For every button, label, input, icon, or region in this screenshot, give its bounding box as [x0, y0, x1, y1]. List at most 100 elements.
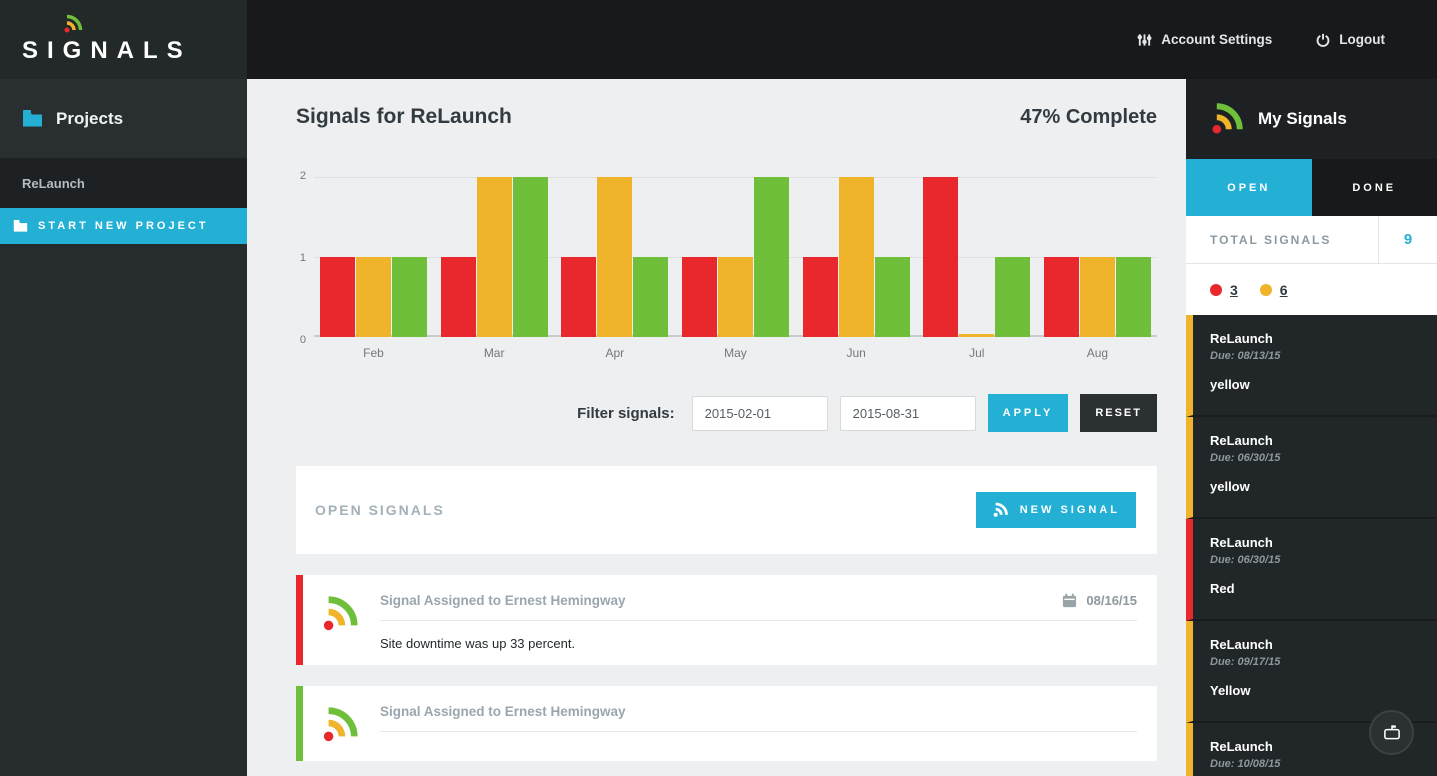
bar-red-May [681, 257, 717, 337]
signal-body [380, 732, 1137, 747]
item-status: yellow [1210, 479, 1250, 494]
red-count-link[interactable]: 3 [1230, 281, 1238, 298]
chart-bar-group-Jun [802, 177, 910, 337]
top-bar: SIGNALS Account Settings Logout [0, 0, 1437, 79]
bar-green-Mar [512, 177, 548, 337]
calendar-icon [1063, 593, 1077, 608]
page-title: Signals for ReLaunch [296, 105, 512, 128]
signal-title: Signal Assigned to Ernest Hemingway [380, 593, 626, 608]
bar-yellow-May [717, 257, 753, 337]
x-tick-Apr: Apr [605, 346, 625, 360]
projects-label: Projects [56, 108, 124, 128]
list-item[interactable]: ReLaunch Due: 09/17/15 Yellow [1186, 621, 1437, 723]
total-signals-row: TOTAL SIGNALS 9 [1186, 216, 1437, 264]
item-due: Due: 10/08/15 [1210, 758, 1281, 770]
chart-bar-group-Aug [1043, 257, 1151, 337]
sliders-icon [1137, 33, 1152, 46]
open-signals-header: OPEN SIGNALS [315, 502, 445, 518]
y-tick-1: 1 [299, 252, 306, 264]
start-new-project-button[interactable]: START NEW PROJECT [0, 208, 247, 244]
item-due: Due: 08/13/15 [1210, 350, 1281, 362]
x-tick-May: May [724, 346, 747, 360]
filter-row: Filter signals: APPLY RESET [296, 394, 1157, 432]
chart-bar-group-Feb [320, 257, 427, 337]
folder-plus-icon [13, 220, 28, 232]
signal-body: Site downtime was up 33 percent. [380, 636, 576, 651]
chart-bar-group-May [681, 177, 789, 337]
yellow-count-link[interactable]: 6 [1279, 281, 1288, 298]
open-signals-panel: OPEN SIGNALS NEW SIGNAL [296, 466, 1157, 554]
item-status: Red [1210, 581, 1235, 596]
apply-button[interactable]: APPLY [987, 394, 1069, 432]
date-to-input[interactable] [839, 395, 976, 431]
app-logo: SIGNALS [0, 0, 247, 79]
bar-red-Jun [802, 257, 838, 337]
new-signal-button[interactable]: NEW SIGNAL [975, 492, 1136, 528]
total-signals-count: 9 [1378, 216, 1437, 263]
bar-red-Mar [440, 257, 476, 337]
account-settings-label: Account Settings [1161, 32, 1273, 47]
chart-bars [314, 177, 1157, 337]
bar-yellow-Feb [356, 257, 391, 337]
left-sidebar: Projects ReLaunch START NEW PROJECT [0, 79, 247, 776]
item-due: Due: 06/30/15 [1210, 452, 1281, 464]
bar-green-Jun [874, 257, 910, 337]
date-from-input[interactable] [691, 395, 828, 431]
yellow-status-dot [1259, 283, 1272, 296]
bar-red-Apr [561, 257, 597, 337]
chart-bar-group-Mar [440, 177, 548, 337]
sidebar-item-projects[interactable]: Projects [0, 79, 247, 158]
bar-red-Feb [320, 257, 355, 337]
signal-icon [993, 502, 1008, 517]
tab-open[interactable]: OPEN [1186, 159, 1312, 216]
logout-link[interactable]: Logout [1316, 32, 1385, 47]
folder-icon [23, 110, 42, 127]
item-project: ReLaunch [1210, 433, 1273, 448]
list-item[interactable]: ReLaunch Due: 08/13/15 yellow [1186, 315, 1437, 417]
main-content: Signals for ReLaunch 47% Complete 2 1 0 Fe… [247, 79, 1186, 776]
logout-label: Logout [1339, 32, 1385, 47]
item-status: Yellow [1210, 683, 1251, 698]
bar-green-May [753, 177, 789, 337]
x-tick-Feb: Feb [363, 346, 384, 360]
bar-yellow-Jul [959, 334, 995, 337]
list-item[interactable]: ReLaunch Due: 06/30/15 yellow [1186, 417, 1437, 519]
bar-green-Feb [392, 257, 427, 337]
tab-done[interactable]: DONE [1311, 159, 1437, 216]
right-sidebar: My Signals OPEN DONE TOTAL SIGNALS 9 3 6… [1186, 79, 1437, 776]
total-signals-label: TOTAL SIGNALS [1210, 232, 1332, 247]
chat-icon [1383, 725, 1400, 740]
logo-text: SIGNALS [22, 37, 192, 64]
list-item[interactable]: ReLaunch Due: 06/30/15 Red [1186, 519, 1437, 621]
filter-label: Filter signals: [577, 404, 675, 422]
signals-tabs: OPEN DONE [1186, 159, 1437, 216]
x-tick-Mar: Mar [483, 346, 505, 360]
item-status: yellow [1210, 377, 1250, 392]
bar-yellow-Jun [838, 177, 874, 337]
bar-yellow-Mar [476, 177, 512, 337]
chart-x-axis: Feb Mar Apr May Jun Jul Aug [314, 337, 1157, 360]
item-due: Due: 06/30/15 [1210, 554, 1281, 566]
x-tick-Jul: Jul [969, 346, 985, 360]
my-signals-title: My Signals [1258, 109, 1347, 128]
status-counts-row: 3 6 [1186, 264, 1437, 315]
logout-icon [1316, 33, 1330, 47]
item-due: Due: 09/17/15 [1210, 656, 1281, 668]
my-signals-header: My Signals [1186, 79, 1437, 159]
bar-green-Jul [995, 257, 1031, 337]
bar-red-Aug [1043, 257, 1079, 337]
account-settings-link[interactable]: Account Settings [1137, 32, 1272, 47]
chat-fab-button[interactable] [1369, 710, 1414, 755]
signal-rainbow-icon [323, 707, 358, 742]
bar-green-Aug [1115, 257, 1151, 337]
sidebar-item-relaunch[interactable]: ReLaunch [0, 158, 247, 208]
project-name: ReLaunch [22, 175, 85, 191]
signal-card[interactable]: Signal Assigned to Ernest Hemingway [296, 686, 1157, 761]
bar-yellow-Aug [1079, 257, 1115, 337]
reset-button[interactable]: RESET [1080, 394, 1157, 432]
item-project: ReLaunch [1210, 331, 1273, 346]
signal-card[interactable]: Signal Assigned to Ernest Hemingway 08/1… [296, 575, 1157, 665]
start-new-project-label: START NEW PROJECT [38, 220, 209, 232]
chart-bar-group-Apr [561, 177, 669, 337]
bar-green-Apr [633, 257, 669, 337]
